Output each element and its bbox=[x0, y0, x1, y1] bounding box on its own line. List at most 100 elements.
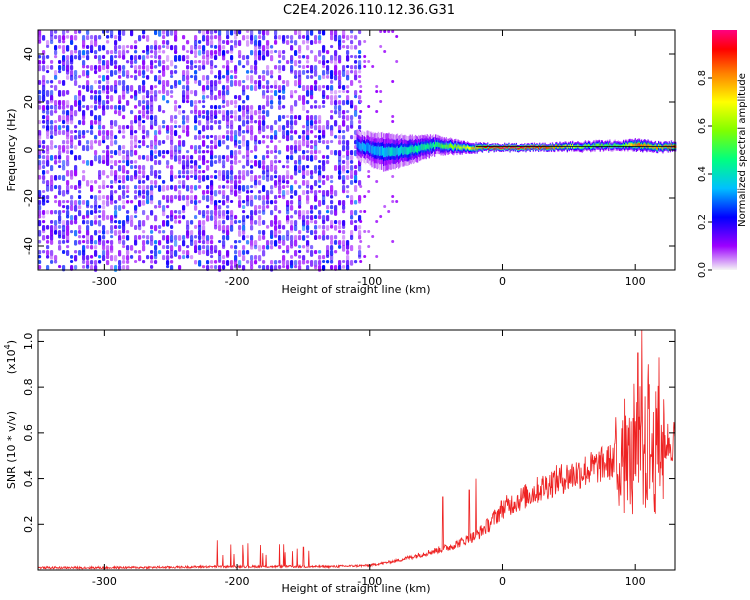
spectrogram-cell bbox=[350, 155, 354, 161]
spectrogram-band-segment bbox=[569, 144, 572, 147]
spectrogram-cell bbox=[294, 120, 298, 126]
spectrogram-cell bbox=[166, 55, 170, 62]
spectrogram-cell bbox=[306, 230, 310, 234]
spectrogram-cell bbox=[226, 250, 230, 257]
spectrogram-cell bbox=[246, 110, 250, 115]
x-tick-label: -200 bbox=[225, 275, 250, 288]
spectrogram-cell bbox=[322, 155, 326, 159]
spectrogram-cell bbox=[170, 125, 174, 131]
spectrogram-cell bbox=[354, 45, 358, 50]
spectrogram-cell bbox=[110, 85, 114, 92]
spectrogram-cell bbox=[66, 75, 70, 80]
spectrogram-cell bbox=[182, 215, 186, 220]
spectrogram-cell bbox=[118, 55, 122, 59]
spectrogram-cell bbox=[222, 170, 226, 177]
spectrogram-cell bbox=[178, 55, 182, 62]
snr-x-label: Height of straight line (km) bbox=[281, 582, 430, 595]
spectrogram-cell bbox=[86, 220, 90, 225]
spectrogram-cell bbox=[350, 160, 354, 164]
spectrogram-cell bbox=[126, 85, 130, 91]
spectrogram-cell bbox=[218, 80, 222, 85]
spectrogram-cell bbox=[122, 170, 126, 174]
spectrogram-band-segment bbox=[627, 144, 629, 148]
spectrogram-cell bbox=[294, 90, 298, 94]
spectrogram-cell bbox=[290, 110, 294, 114]
spectrogram-band-segment bbox=[550, 147, 553, 150]
spectrogram-cell bbox=[298, 55, 302, 59]
spectrogram-cell bbox=[250, 35, 254, 41]
spectrogram-cell bbox=[222, 90, 226, 97]
spectrogram-cell bbox=[310, 130, 314, 134]
spectrogram-cell bbox=[114, 40, 118, 46]
spectrogram-cell bbox=[210, 90, 214, 96]
spectrogram-band-segment bbox=[372, 144, 374, 154]
spectrogram-cell bbox=[150, 155, 154, 162]
spectrogram-band-segment bbox=[460, 145, 462, 149]
spectrogram-cell bbox=[318, 40, 322, 44]
spectrogram-cell bbox=[66, 190, 70, 195]
spectrogram-cell bbox=[134, 95, 138, 101]
spectrogram-cell bbox=[142, 85, 146, 92]
spectrogram-cell bbox=[82, 200, 86, 205]
spectrogram-cell bbox=[38, 205, 42, 211]
spectrogram-cell bbox=[114, 140, 118, 145]
spectrogram-cell bbox=[254, 160, 258, 167]
spectrogram-cell bbox=[266, 225, 270, 229]
spectrogram-cell bbox=[162, 255, 166, 261]
spectrogram-cell bbox=[314, 215, 318, 220]
spectrogram-cell bbox=[246, 75, 250, 81]
spectrogram-band-segment bbox=[587, 144, 590, 147]
spectrogram-cell bbox=[363, 230, 367, 233]
spectrogram-cell bbox=[142, 140, 146, 147]
spectrogram-cell bbox=[114, 50, 118, 55]
spectrogram-cell bbox=[66, 220, 70, 226]
spectrogram-cell bbox=[342, 155, 346, 159]
spectrogram-cell bbox=[338, 160, 342, 166]
spectrogram-cell bbox=[238, 170, 242, 175]
spectrogram-cell bbox=[186, 60, 190, 65]
spectrogram-cell bbox=[190, 100, 194, 107]
spectrogram-cell bbox=[246, 235, 250, 239]
spectrogram-band-segment bbox=[430, 143, 433, 150]
spectrogram-cell bbox=[286, 245, 290, 252]
spectrogram-band-segment bbox=[361, 141, 364, 150]
spectrogram-cell bbox=[110, 120, 114, 126]
spectrogram-cell bbox=[254, 210, 258, 216]
spectrogram-cell bbox=[62, 50, 66, 54]
spectrogram-cell bbox=[126, 250, 130, 256]
spectrogram-cell bbox=[282, 130, 286, 136]
spectrogram-cell bbox=[350, 165, 354, 171]
spectrogram-band-segment bbox=[389, 147, 391, 157]
spectrogram-cell bbox=[242, 255, 246, 262]
spectrogram-cell bbox=[242, 85, 246, 92]
spectrogram-cell bbox=[322, 235, 326, 241]
spectrogram-cell bbox=[58, 60, 62, 65]
spectrogram-cell bbox=[358, 125, 362, 130]
spectrogram-cell bbox=[290, 175, 294, 180]
spectrogram-cell bbox=[250, 110, 254, 117]
spectrogram-cell bbox=[302, 140, 306, 147]
spectrogram-cell bbox=[274, 135, 278, 140]
spectrogram-cell bbox=[334, 60, 338, 67]
spectrogram-cell bbox=[342, 205, 346, 210]
spectrogram-cell bbox=[138, 190, 142, 197]
spectrogram-cell bbox=[178, 245, 182, 252]
spectrogram-cell bbox=[266, 150, 270, 155]
spectrogram-cell bbox=[226, 155, 230, 162]
spectrogram-cell bbox=[226, 200, 230, 204]
spectrogram-band-segment bbox=[645, 144, 647, 147]
spectrogram-cell bbox=[62, 90, 66, 97]
spectrogram-cell bbox=[298, 245, 302, 249]
spectrogram-cell bbox=[58, 145, 62, 151]
spectrogram-cell bbox=[186, 80, 190, 85]
spectrogram-cell bbox=[258, 195, 262, 201]
spectrogram-cell bbox=[90, 35, 94, 40]
spectrogram-band-segment bbox=[506, 146, 508, 149]
spectrogram-band-segment bbox=[547, 147, 549, 149]
spectrogram-cell bbox=[262, 35, 266, 41]
spectrogram-cell bbox=[94, 150, 98, 156]
spectrogram-cell bbox=[306, 60, 310, 64]
spectrogram-cell bbox=[50, 260, 54, 264]
spectrogram-cell bbox=[342, 175, 346, 182]
spectrogram-cell bbox=[190, 220, 194, 225]
